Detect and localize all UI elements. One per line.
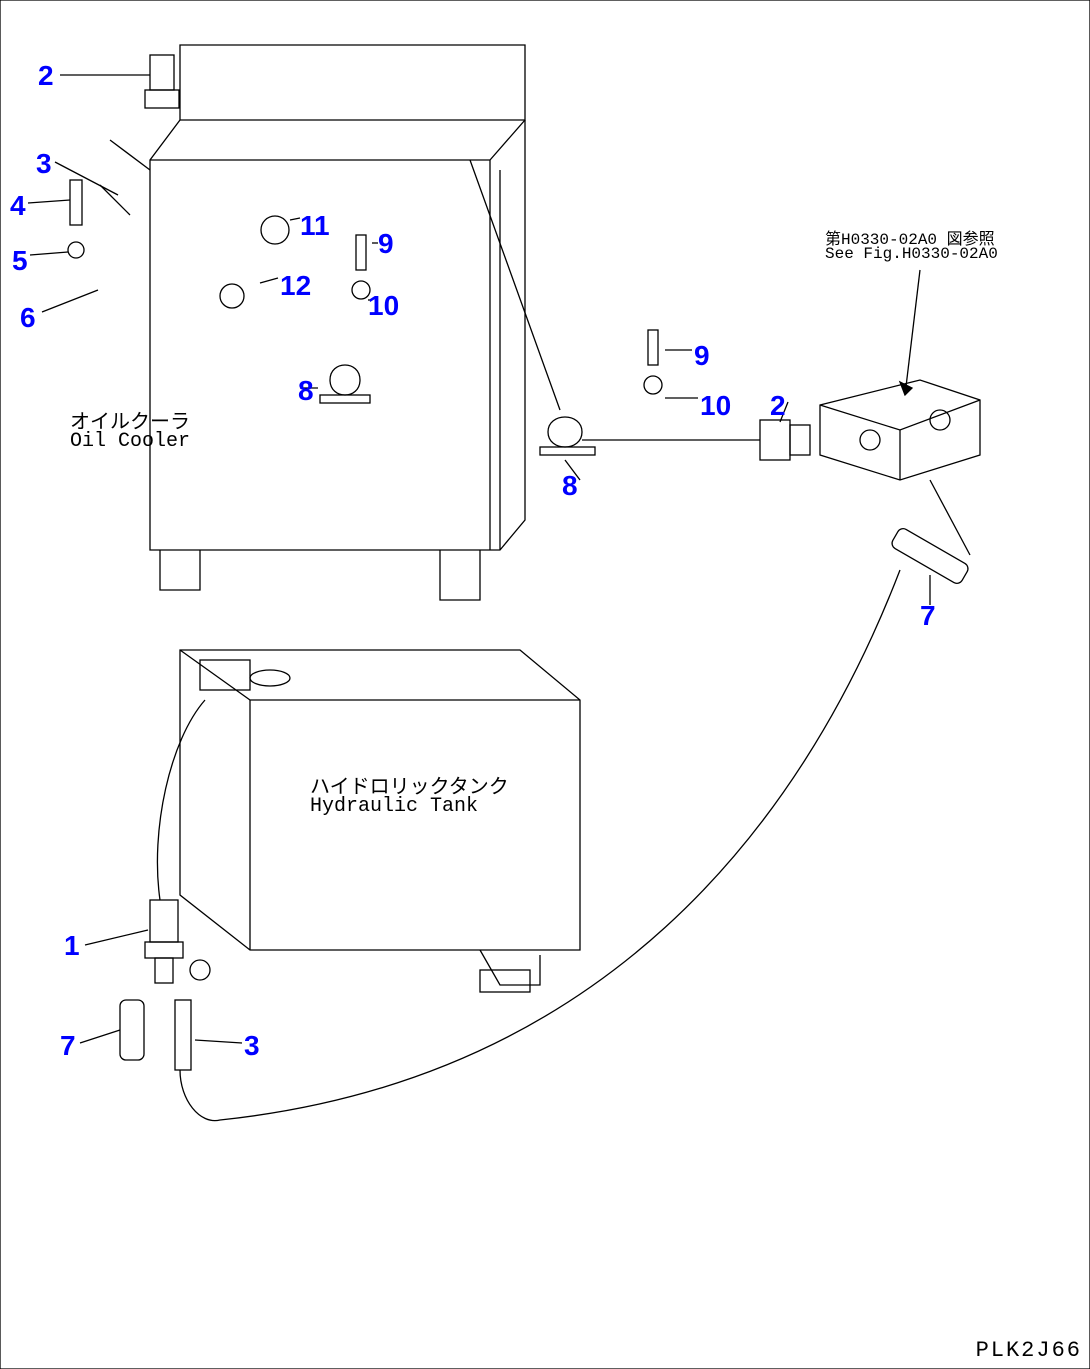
callout-8a: 8 [298, 375, 314, 407]
callout-3b: 3 [244, 1030, 260, 1062]
callout-9b: 9 [694, 340, 710, 372]
callout-2b: 2 [770, 390, 786, 422]
callout-10a: 10 [368, 290, 399, 322]
callout-5: 5 [12, 245, 28, 277]
callout-9a: 9 [378, 228, 394, 260]
callout-7a: 7 [920, 600, 936, 632]
callout-8b: 8 [562, 470, 578, 502]
callout-6: 6 [20, 302, 36, 334]
callout-10b: 10 [700, 390, 731, 422]
callout-2a: 2 [38, 60, 54, 92]
callout-7b: 7 [60, 1030, 76, 1062]
callout-4: 4 [10, 190, 26, 222]
label-oil-cooler-en: Oil Cooler [70, 430, 190, 453]
callout-1: 1 [64, 930, 80, 962]
callout-3a: 3 [36, 148, 52, 180]
drawing-code: PLK2J66 [976, 1338, 1082, 1363]
callout-11: 11 [300, 210, 330, 242]
label-reference-en: See Fig.H0330-02A0 [825, 245, 998, 263]
callout-12: 12 [280, 270, 311, 302]
diagram-svg [0, 0, 1090, 1369]
label-hydraulic-tank-en: Hydraulic Tank [310, 795, 478, 818]
